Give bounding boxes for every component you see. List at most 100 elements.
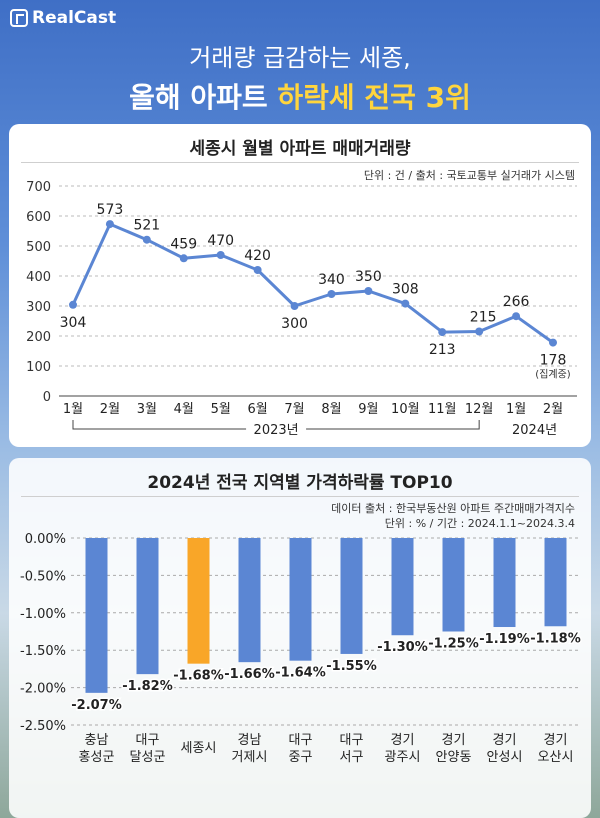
bar-value-label: -1.55% <box>326 659 377 674</box>
x-tick-label: 세종시 <box>181 741 217 756</box>
data-label: 178 <box>540 353 567 369</box>
data-label: 573 <box>97 202 124 218</box>
line-chart-note: 단위 : 건 / 출처 : 국토교통부 실거래가 시스템 <box>363 169 575 182</box>
data-label: 213 <box>429 342 456 358</box>
y-tick-label: 100 <box>26 360 51 375</box>
x-tick-label: 경기 <box>544 733 568 748</box>
line-chart-title: 세종시 월별 아파트 매매거래량 <box>189 139 411 159</box>
headline-line2: 올해 아파트 하락세 전국 3위 <box>0 76 600 116</box>
x-tick-label: 경기 <box>442 733 466 748</box>
y-tick-label: -0.50% <box>20 569 66 584</box>
x-tick-label: 오산시 <box>538 750 574 765</box>
x-tick-label: 2월 <box>543 402 563 417</box>
bar-value-label: -1.25% <box>428 637 479 652</box>
year-label-bg <box>246 421 307 437</box>
data-label: 459 <box>170 236 197 252</box>
bar-value-label: -1.64% <box>275 666 326 681</box>
x-tick-label: 중구 <box>289 750 313 765</box>
bar-value-label: -1.19% <box>479 632 530 647</box>
x-tick-label: 2월 <box>100 402 120 417</box>
bar <box>493 538 516 628</box>
bar-chart-note: 데이터 출처 : 한국부동산원 아파트 주간매매가격지수 단위 : % / 기간… <box>331 501 575 531</box>
last-point-note: (집계중) <box>535 369 571 381</box>
x-tick-label: 7월 <box>284 402 304 417</box>
y-tick-label: -1.50% <box>20 644 66 659</box>
data-point <box>327 290 336 298</box>
headline-line2-prefix: 올해 아파트 <box>129 81 278 114</box>
realcast-logo-icon <box>10 9 28 27</box>
x-tick-label: 3월 <box>137 402 157 417</box>
bar <box>391 538 414 636</box>
data-point <box>216 251 225 259</box>
x-tick-label: 1월 <box>63 402 83 417</box>
x-tick-label: 8월 <box>321 402 341 417</box>
bar-chart-note-source: 데이터 출처 : 한국부동산원 아파트 주간매매가격지수 <box>331 502 575 515</box>
x-tick-label: 거제시 <box>232 750 268 765</box>
x-tick-label: 6월 <box>247 402 267 417</box>
bar <box>340 538 363 654</box>
data-label: 266 <box>503 294 530 310</box>
y-tick-label: 0.00% <box>25 532 66 547</box>
data-label: 304 <box>60 315 87 331</box>
data-point <box>512 312 521 321</box>
x-tick-label: 1월 <box>506 402 526 417</box>
brand-name: RealCast <box>32 8 117 28</box>
y-tick-label: -1.00% <box>20 607 66 622</box>
data-point <box>105 220 114 229</box>
brand-logo: RealCast <box>10 8 116 28</box>
bar-value-label: -1.68% <box>173 669 224 684</box>
data-point <box>142 235 151 244</box>
data-point <box>69 300 77 309</box>
line-chart-card: 세종시 월별 아파트 매매거래량 단위 : 건 / 출처 : 국토교통부 실거래… <box>9 124 591 447</box>
x-tick-label: 안성시 <box>487 750 523 765</box>
bar-value-label: -1.18% <box>530 631 581 646</box>
y-tick-label: -2.50% <box>20 719 66 734</box>
x-tick-label: 충남 <box>85 733 109 748</box>
x-tick-label: 12월 <box>465 402 494 417</box>
bar <box>85 538 108 693</box>
year-label: 2024년 <box>512 423 557 438</box>
data-label: 215 <box>470 310 497 326</box>
bar <box>442 538 465 632</box>
x-tick-label: 경남 <box>238 733 262 748</box>
y-tick-label: -2.00% <box>20 682 66 697</box>
data-label: 308 <box>392 282 419 298</box>
bar-chart-title-rule <box>21 496 579 497</box>
data-label: 340 <box>318 272 345 288</box>
bar-value-label: -1.82% <box>122 679 173 694</box>
year-label: 2023년 <box>254 423 299 438</box>
bar <box>544 538 567 627</box>
y-tick-label: 300 <box>26 300 51 315</box>
bar-value-label: -1.66% <box>224 667 275 682</box>
bar <box>238 538 261 663</box>
bar-value-label: -2.07% <box>71 698 122 713</box>
x-tick-label: 5월 <box>211 402 231 417</box>
series-line <box>71 222 554 344</box>
data-point <box>475 327 484 336</box>
x-tick-label: 달성군 <box>130 750 166 765</box>
line-chart-plot: 0 100 200 300 400 500 600 700 304 573 521 459 470 420… <box>26 180 577 438</box>
x-tick-label: 경기 <box>391 733 415 748</box>
x-tick-label: 서구 <box>340 750 364 765</box>
data-point <box>290 302 299 310</box>
bar <box>289 538 312 661</box>
data-label: 300 <box>281 316 308 332</box>
x-tick-label: 대구 <box>289 733 313 748</box>
y-tick-label: 200 <box>26 330 51 345</box>
line-chart-title-rule <box>21 162 579 163</box>
x-tick-label: 대구 <box>136 733 160 748</box>
bar-chart-note-period: 단위 : % / 기간 : 2024.1.1~2024.3.4 <box>384 517 575 530</box>
x-tick-label: 10월 <box>391 402 420 417</box>
data-label: 470 <box>207 233 234 249</box>
headline-line2-highlight: 하락세 전국 3위 <box>277 81 471 114</box>
bar <box>136 538 159 675</box>
data-point <box>364 287 373 295</box>
x-tick-label: 경기 <box>493 733 517 748</box>
bar-chart-card: 2024년 전국 지역별 가격하락률 TOP10 데이터 출처 : 한국부동산원… <box>9 458 591 818</box>
y-tick-label: 400 <box>26 270 51 285</box>
bar <box>187 538 210 664</box>
x-tick-label: 4월 <box>174 402 194 417</box>
x-tick-label: 안양동 <box>436 750 472 765</box>
y-tick-label: 700 <box>26 180 51 195</box>
x-tick-label: 광주시 <box>385 750 421 765</box>
